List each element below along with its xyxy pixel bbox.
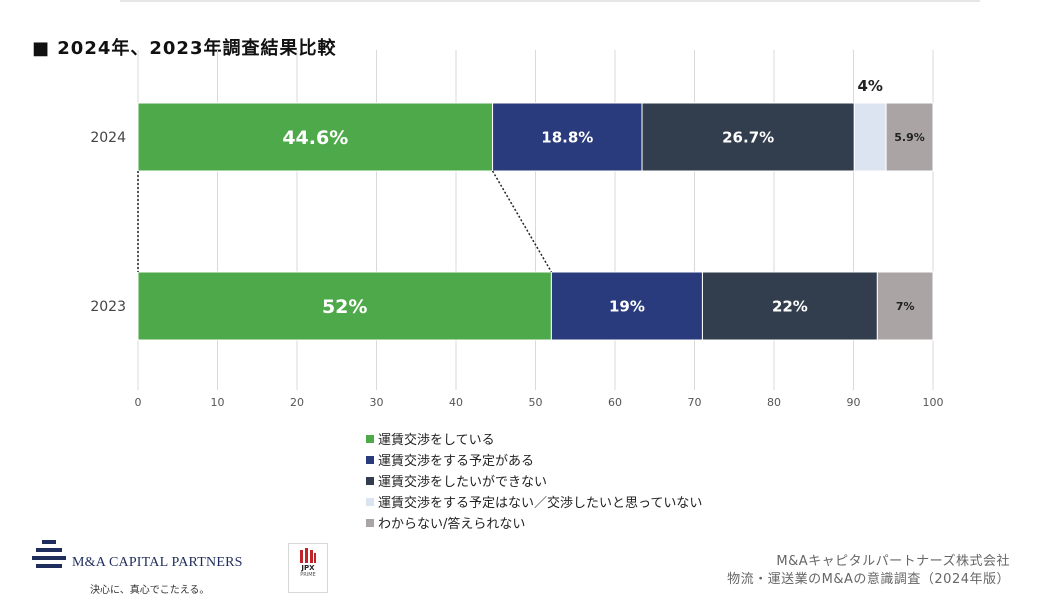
x-tick-label: 20 [290,396,304,409]
bar-segment [876,271,934,341]
bar-segment [492,102,643,172]
data-label: 4% [857,77,882,95]
x-tick-label: 100 [923,396,944,409]
data-label: 19% [609,297,645,315]
data-label: 5.9% [894,131,925,144]
data-label: 7% [896,300,915,313]
data-label: 26.7% [722,128,774,146]
legend-label: わからない/答えられない [378,517,526,532]
x-tick-label: 80 [767,396,781,409]
bar-segment [137,102,494,172]
x-tick-label: 40 [449,396,463,409]
data-label: 44.6% [282,127,348,149]
legend-swatch [366,476,374,485]
jpx-sub-label: PRIME [300,572,316,578]
bar-segment [853,102,887,172]
legend-label: 運賃交渉をしたいができない [378,475,548,490]
stacked-bar-chart: 0 10 20 30 40 50 60 70 80 90 100 2024 44.6% 18.8% 26.7… [90,50,944,409]
legend-item: わからない/答えられない [366,512,702,533]
legend-item: 運賃交渉をする予定がある [366,449,702,470]
bar-segment [701,271,878,341]
legend-swatch [366,455,374,464]
x-tick-label: 10 [211,396,225,409]
logo-mark-icon [32,540,66,568]
chart-title: ■ 2024年、2023年調査結果比較 [32,38,337,59]
top-divider [120,0,980,2]
logo-name: M&A CAPITAL PARTNERS [72,555,243,570]
bar-segment [885,102,934,172]
source-line-survey: 物流・運送業のM&Aの意識調査（2024年版） [727,572,1010,587]
bar-segment [137,271,552,341]
jpx-label: JPX [301,564,315,572]
source-note: M&Aキャピタルパートナーズ株式会社 物流・運送業のM&Aの意識調査（2024年… [727,553,1010,589]
connector-line [491,170,553,273]
x-tick-label: 60 [608,396,622,409]
category-label: 2024 [90,130,126,146]
jpx-mark-icon [300,548,316,563]
x-tick-label: 50 [529,396,543,409]
legend-swatch [366,518,374,527]
data-label: 52% [322,296,367,318]
bar-segment [550,271,703,341]
legend-label: 運賃交渉をする予定はない／交渉したいと思っていない [378,496,703,511]
x-tick-label: 70 [688,396,702,409]
company-logo: M&A CAPITAL PARTNERS 決心に、真心でこたえる。 [32,538,272,598]
logo-tagline: 決心に、真心でこたえる。 [90,585,210,596]
x-tick-label: 0 [135,396,142,409]
legend-item: 運賃交渉をしたいができない [366,470,702,491]
source-line-company: M&Aキャピタルパートナーズ株式会社 [776,554,1010,569]
jpx-prime-badge: JPX PRIME [288,543,328,593]
legend-label: 運賃交渉をしている [378,433,495,448]
x-tick-label: 30 [370,396,384,409]
chart-legend: 運賃交渉をしている運賃交渉をする予定がある 運賃交渉をしたいができない運賃交渉をす… [366,428,702,533]
legend-label: 運賃交渉をする予定がある [378,454,535,469]
legend-item: 運賃交渉をする予定はない／交渉したいと思っていない [366,491,702,512]
category-label: 2023 [90,299,126,315]
legend-swatch [366,434,374,443]
data-label: 18.8% [541,128,593,146]
bar-segment [641,102,855,172]
legend-swatch [366,497,374,506]
data-label: 22% [772,297,808,315]
legend-item: 運賃交渉をしている [366,428,702,449]
x-tick-label: 90 [847,396,861,409]
